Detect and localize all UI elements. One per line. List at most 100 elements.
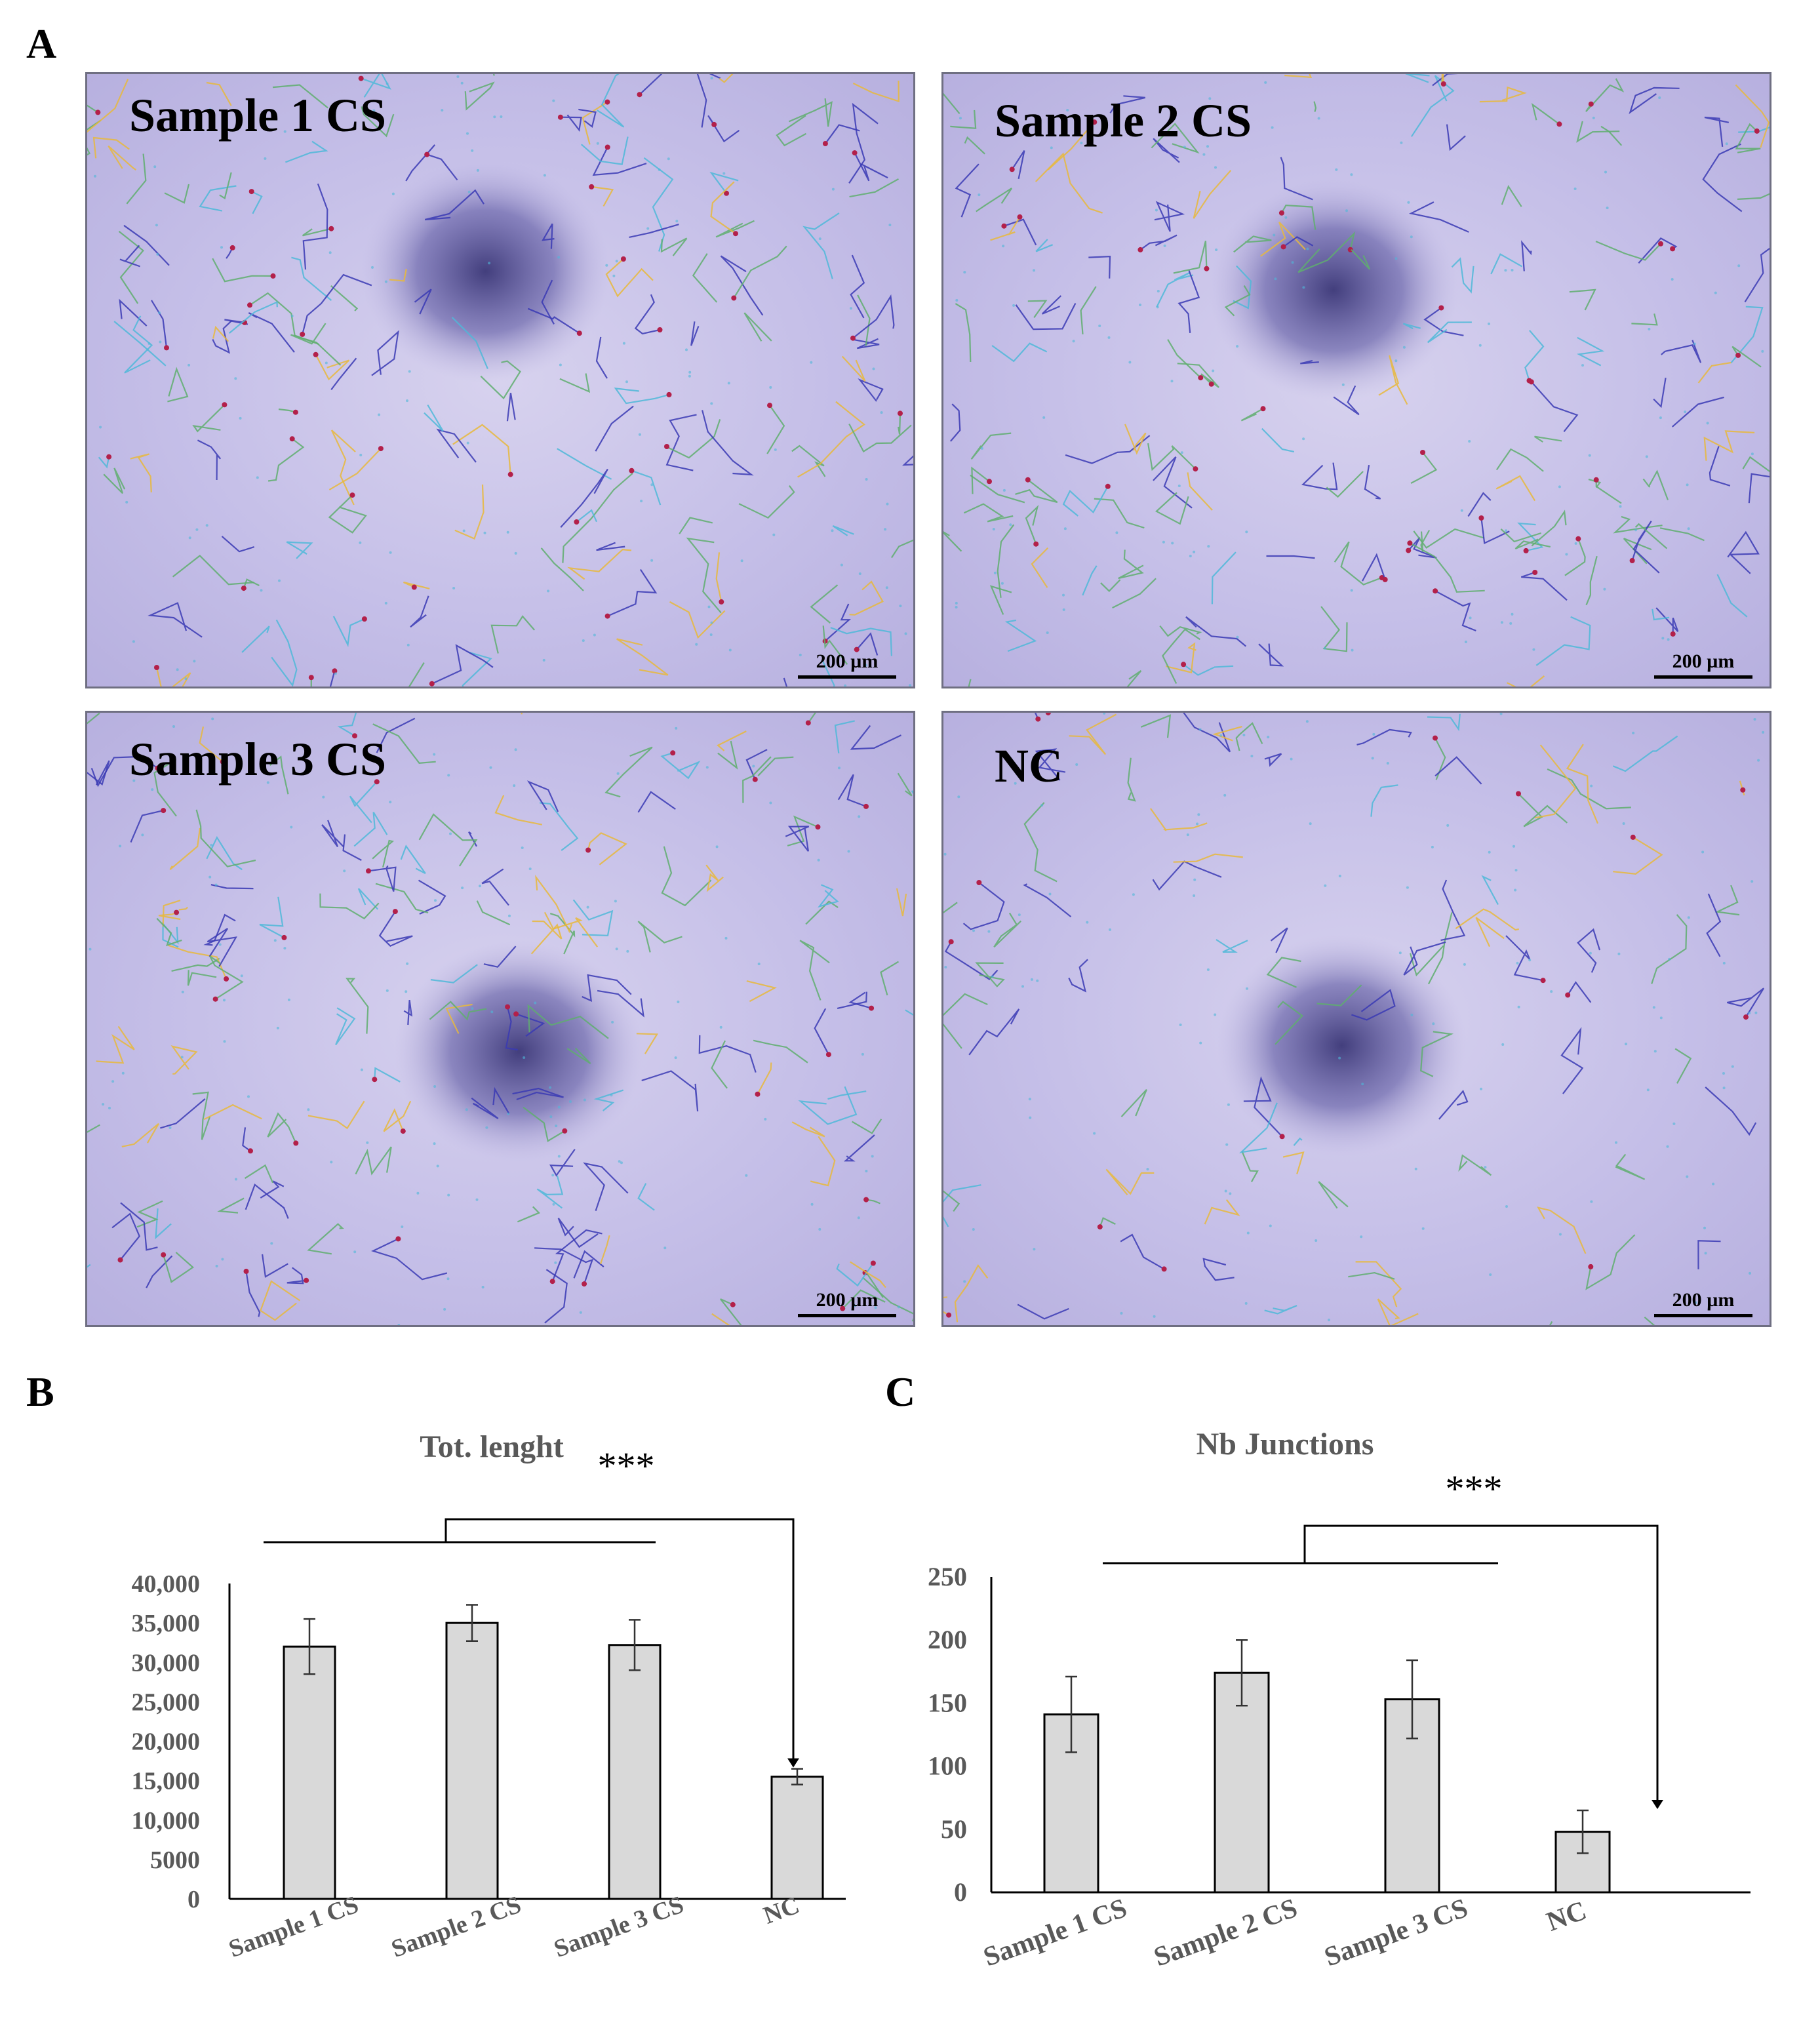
cell-dot bbox=[1033, 269, 1035, 271]
vessel-segment bbox=[1699, 363, 1731, 383]
vessel-segment bbox=[285, 142, 326, 163]
cell-dot bbox=[1223, 794, 1226, 797]
cell-dot bbox=[543, 659, 545, 662]
cell-dot bbox=[1179, 1024, 1182, 1026]
cell-dot bbox=[283, 947, 286, 949]
vessel-segment bbox=[892, 528, 915, 557]
cell-dot bbox=[1410, 1014, 1413, 1016]
vessel-segment bbox=[1640, 1317, 1668, 1327]
vessel-segment bbox=[1094, 499, 1145, 528]
cell-dot bbox=[211, 717, 214, 720]
vessel-segment bbox=[1435, 591, 1476, 631]
junction-node bbox=[1105, 484, 1111, 489]
cell-dot bbox=[507, 1113, 509, 1115]
cell-dot bbox=[725, 937, 728, 940]
cell-dot bbox=[1345, 209, 1348, 212]
cell-dot bbox=[955, 606, 958, 608]
vessel-segment bbox=[1518, 794, 1567, 827]
vessel-segment bbox=[193, 1092, 210, 1140]
cell-dot bbox=[549, 1115, 552, 1118]
cell-dot bbox=[386, 83, 389, 85]
vessel-segment bbox=[1532, 512, 1566, 546]
cell-dot bbox=[159, 341, 161, 344]
cell-dot bbox=[957, 795, 960, 798]
vessel-segment bbox=[585, 1163, 628, 1210]
vessel-segment bbox=[1703, 144, 1742, 212]
cell-dot bbox=[353, 1250, 356, 1253]
cell-dot bbox=[1031, 978, 1033, 981]
vessel-segment bbox=[955, 304, 970, 362]
cell-dot bbox=[728, 382, 730, 384]
junction-node bbox=[161, 1252, 166, 1258]
cell-dot bbox=[640, 500, 643, 502]
vessel-segment bbox=[597, 74, 644, 127]
vessel-segment bbox=[1125, 424, 1146, 453]
vessel-segment bbox=[1675, 1048, 1691, 1083]
vessel-segment bbox=[1036, 239, 1052, 252]
cell-dot bbox=[582, 639, 585, 642]
cell-dot bbox=[1267, 736, 1269, 738]
vessel-segment bbox=[951, 404, 960, 441]
vessel-segment bbox=[706, 865, 723, 890]
junction-node bbox=[1556, 121, 1562, 127]
vessel-segment bbox=[850, 179, 899, 197]
vessel-segment bbox=[595, 407, 633, 452]
vessel-segment bbox=[811, 585, 837, 623]
vessel-segment bbox=[574, 1251, 604, 1278]
vessel-segment bbox=[262, 1254, 288, 1277]
junction-node bbox=[290, 436, 295, 441]
cell-dot bbox=[994, 572, 997, 574]
cell-dot bbox=[1227, 1104, 1230, 1106]
cell-dot bbox=[447, 1194, 450, 1197]
junction-node bbox=[826, 1052, 831, 1057]
vessel-network-image bbox=[943, 74, 1771, 688]
junction-node bbox=[589, 184, 594, 189]
cell-dot bbox=[769, 386, 772, 389]
junction-node bbox=[574, 519, 579, 525]
cell-dot bbox=[1324, 885, 1326, 887]
bar bbox=[446, 1623, 498, 1899]
vessel-segment bbox=[220, 1199, 244, 1213]
junction-node bbox=[230, 245, 235, 250]
junction-node bbox=[224, 976, 229, 982]
vessel-segment bbox=[767, 405, 784, 454]
vessel-segment bbox=[1155, 203, 1183, 231]
vessel-segment bbox=[1004, 220, 1036, 245]
cell-dot bbox=[330, 1161, 332, 1163]
vessel-segment bbox=[200, 186, 236, 211]
cell-dot bbox=[1033, 1248, 1035, 1250]
significance-bracket bbox=[1305, 1526, 1657, 1808]
cell-dot bbox=[182, 991, 184, 993]
cell-dot bbox=[1046, 631, 1049, 634]
significance-stars: *** bbox=[598, 1444, 655, 1487]
cell-dot bbox=[461, 82, 464, 85]
vessel-segment bbox=[1028, 301, 1046, 318]
vessel-segment bbox=[1459, 1155, 1491, 1175]
cell-dot bbox=[158, 311, 161, 314]
junction-node bbox=[1193, 466, 1198, 471]
cell-dot bbox=[658, 169, 661, 171]
panel-label-c: C bbox=[885, 1368, 915, 1416]
junction-node bbox=[1010, 167, 1015, 172]
vessel-segment bbox=[1496, 476, 1535, 501]
cell-dot bbox=[433, 1085, 436, 1088]
cell-dot bbox=[523, 1056, 525, 1059]
junction-node bbox=[1261, 406, 1266, 411]
cell-dot bbox=[1342, 384, 1345, 386]
cell-dot bbox=[188, 364, 190, 367]
matrigel-spot bbox=[361, 160, 610, 383]
vessel-segment bbox=[124, 226, 169, 266]
vessel-segment bbox=[1026, 507, 1037, 544]
vessel-segment bbox=[662, 753, 699, 778]
vessel-segment bbox=[1749, 474, 1770, 503]
cell-dot bbox=[993, 528, 995, 530]
scale-bar-line bbox=[1654, 1314, 1752, 1317]
junction-node bbox=[1433, 588, 1438, 593]
vessel-segment bbox=[739, 486, 794, 518]
cell-dot bbox=[1171, 542, 1174, 544]
vessel-segment bbox=[197, 810, 256, 867]
vessel-segment bbox=[694, 74, 721, 127]
cell-dot bbox=[953, 687, 956, 688]
cell-dot bbox=[626, 950, 629, 953]
